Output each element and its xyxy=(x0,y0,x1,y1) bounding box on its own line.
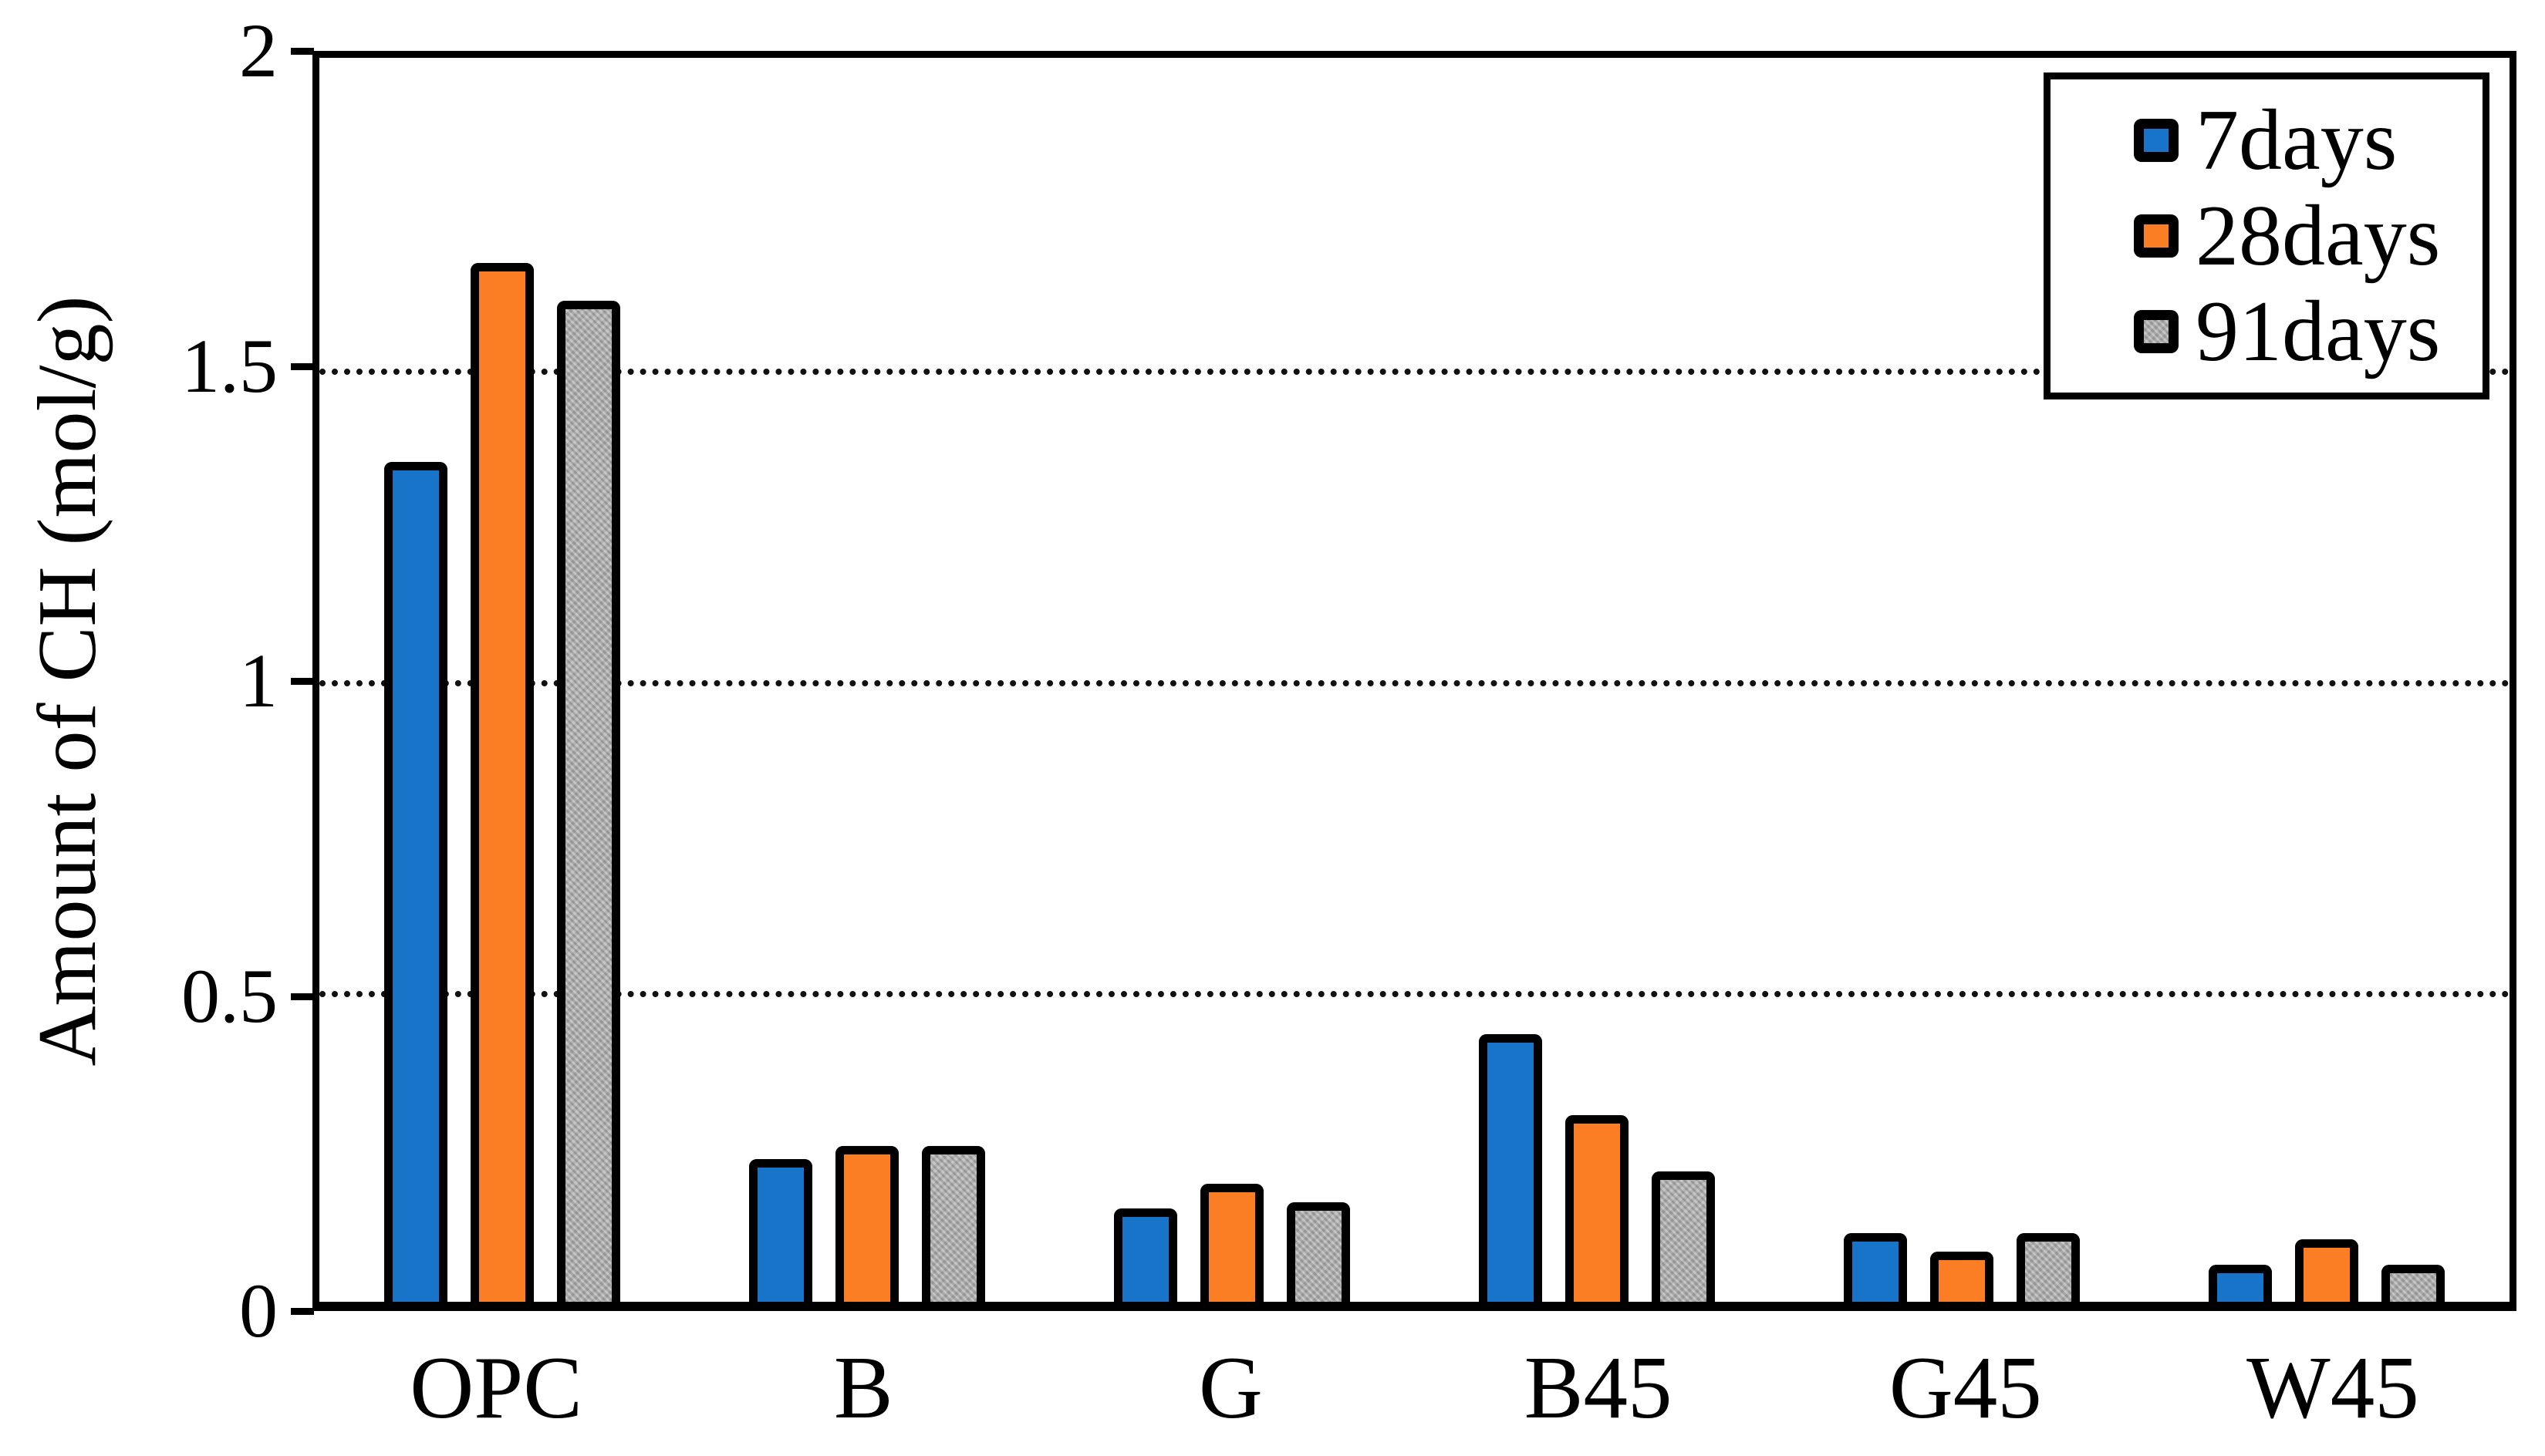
legend-item-7days: 7days xyxy=(2134,95,2475,186)
bar-b-28days xyxy=(835,1146,899,1302)
bar-group-g45 xyxy=(1780,58,2145,1302)
bar-g-28days xyxy=(1200,1183,1264,1302)
bar-group-b45 xyxy=(1415,58,1780,1302)
legend-swatch-91days-icon xyxy=(2134,310,2179,353)
y-tick-mark-0.5 xyxy=(291,993,314,1000)
bar-g-91days xyxy=(1286,1202,1350,1302)
x-label-g45: G45 xyxy=(1888,1339,2042,1437)
y-tick-label-0: 0 xyxy=(239,1268,278,1353)
y-tick-label-1: 1 xyxy=(239,638,278,723)
bar-b45-91days xyxy=(1652,1171,1716,1302)
bar-w45-91days xyxy=(2381,1264,2445,1302)
bar-w45-28days xyxy=(2295,1239,2359,1302)
gridline-1.5 xyxy=(319,369,2510,376)
x-label-b45: B45 xyxy=(1524,1339,1672,1437)
y-tick-label-0.5: 0.5 xyxy=(181,952,278,1039)
legend-label: 28days xyxy=(2196,188,2441,284)
bar-group-g xyxy=(1049,58,1414,1302)
y-tick-mark-0 xyxy=(291,1308,314,1315)
bar-g-7days xyxy=(1113,1208,1177,1302)
y-tick-label-2: 2 xyxy=(239,8,278,93)
y-tick-label-1.5: 1.5 xyxy=(181,322,278,409)
bar-g45-91days xyxy=(2017,1233,2081,1302)
y-tick-mark-2 xyxy=(291,48,314,55)
legend-item-91days: 91days xyxy=(2134,286,2475,377)
bar-group-w45 xyxy=(2145,58,2510,1302)
legend-swatch-28days-icon xyxy=(2134,214,2179,258)
y-tick-mark-1 xyxy=(291,678,314,685)
legend: 7days 28days 91days xyxy=(2044,72,2489,399)
bar-opc-7days xyxy=(383,462,447,1302)
bar-group-opc xyxy=(319,58,684,1302)
bar-b45-7days xyxy=(1479,1034,1543,1302)
bar-opc-28days xyxy=(470,263,534,1302)
bar-b-91days xyxy=(921,1146,985,1302)
bar-w45-7days xyxy=(2209,1264,2273,1302)
bar-b-7days xyxy=(748,1158,812,1302)
x-axis-labels: OPC B G B45 G45 W45 xyxy=(312,1338,2516,1438)
bar-opc-91days xyxy=(556,300,620,1302)
x-label-w45: W45 xyxy=(2246,1339,2419,1437)
x-label-opc: OPC xyxy=(410,1339,582,1437)
gridline-1 xyxy=(319,679,2510,686)
legend-item-28days: 28days xyxy=(2134,190,2475,281)
legend-label: 91days xyxy=(2196,284,2441,379)
y-tick-mark-1.5 xyxy=(291,362,314,370)
bar-group-b xyxy=(684,58,1049,1302)
legend-label: 7days xyxy=(2196,93,2398,188)
legend-swatch-7days-icon xyxy=(2134,119,2179,162)
bar-g45-28days xyxy=(1930,1252,1994,1302)
bar-g45-7days xyxy=(1844,1233,1908,1302)
gridline-0.5 xyxy=(319,990,2510,997)
x-label-g: G xyxy=(1198,1339,1263,1437)
x-label-b: B xyxy=(833,1339,893,1437)
bar-b45-28days xyxy=(1565,1115,1629,1302)
bar-groups xyxy=(319,58,2510,1302)
